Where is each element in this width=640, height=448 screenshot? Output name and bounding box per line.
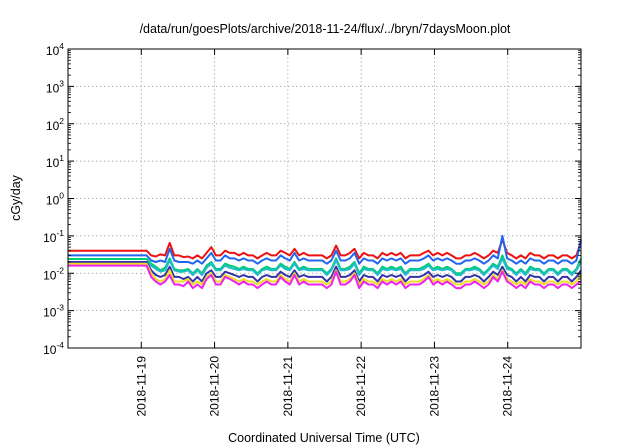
grid bbox=[68, 49, 581, 348]
series-line-5 bbox=[68, 261, 582, 283]
y-axis-label: cGy/day bbox=[9, 174, 23, 221]
series-line-1 bbox=[68, 238, 582, 260]
y-tick-label: 10-4 bbox=[43, 340, 64, 357]
x-axis: 2018-11-19 2018-11-20 2018-11-21 2018-11-22… bbox=[134, 49, 515, 417]
series-line-6 bbox=[68, 262, 582, 286]
x-tick-label: 2018-11-19 bbox=[134, 356, 148, 417]
x-tick-label: 2018-11-22 bbox=[354, 356, 368, 417]
y-tick-label: 10-1 bbox=[43, 228, 64, 245]
y-tick-label: 10-3 bbox=[43, 303, 64, 320]
series-line-2 bbox=[68, 234, 582, 265]
chart-title: /data/run/goesPlots/archive/2018-11-24/f… bbox=[140, 22, 511, 36]
y-tick-label: 104 bbox=[46, 41, 64, 58]
x-axis-label: Coordinated Universal Time (UTC) bbox=[228, 431, 420, 445]
y-tick-label: 102 bbox=[46, 116, 64, 133]
x-tick-label: 2018-11-23 bbox=[427, 356, 441, 417]
y-axis: 10-4 10-3 10-2 10-1 100 101 102 103 104 bbox=[43, 41, 581, 357]
series-line-3 bbox=[68, 254, 582, 275]
x-tick-label: 2018-11-24 bbox=[501, 356, 515, 417]
series-line-7 bbox=[68, 264, 582, 290]
y-tick-label: 10-2 bbox=[43, 265, 64, 282]
series-line-4 bbox=[68, 257, 582, 276]
y-tick-label: 103 bbox=[46, 78, 64, 95]
series-group bbox=[68, 234, 582, 290]
x-tick-label: 2018-11-21 bbox=[281, 356, 295, 417]
y-tick-label: 101 bbox=[46, 153, 64, 170]
y-tick-label: 100 bbox=[46, 191, 64, 208]
x-tick-label: 2018-11-20 bbox=[208, 356, 222, 417]
